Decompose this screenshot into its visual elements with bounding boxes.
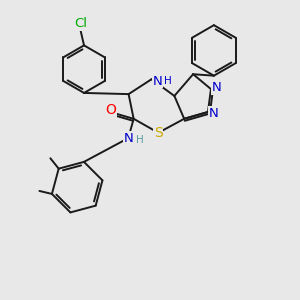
- Text: N: N: [153, 74, 163, 88]
- Text: O: O: [105, 103, 116, 117]
- Text: S: S: [154, 126, 163, 140]
- Text: N: N: [212, 81, 221, 94]
- Text: N: N: [208, 107, 218, 120]
- Text: H: H: [164, 76, 172, 86]
- Text: Cl: Cl: [74, 17, 87, 31]
- Text: N: N: [123, 132, 133, 145]
- Text: H: H: [136, 135, 143, 145]
